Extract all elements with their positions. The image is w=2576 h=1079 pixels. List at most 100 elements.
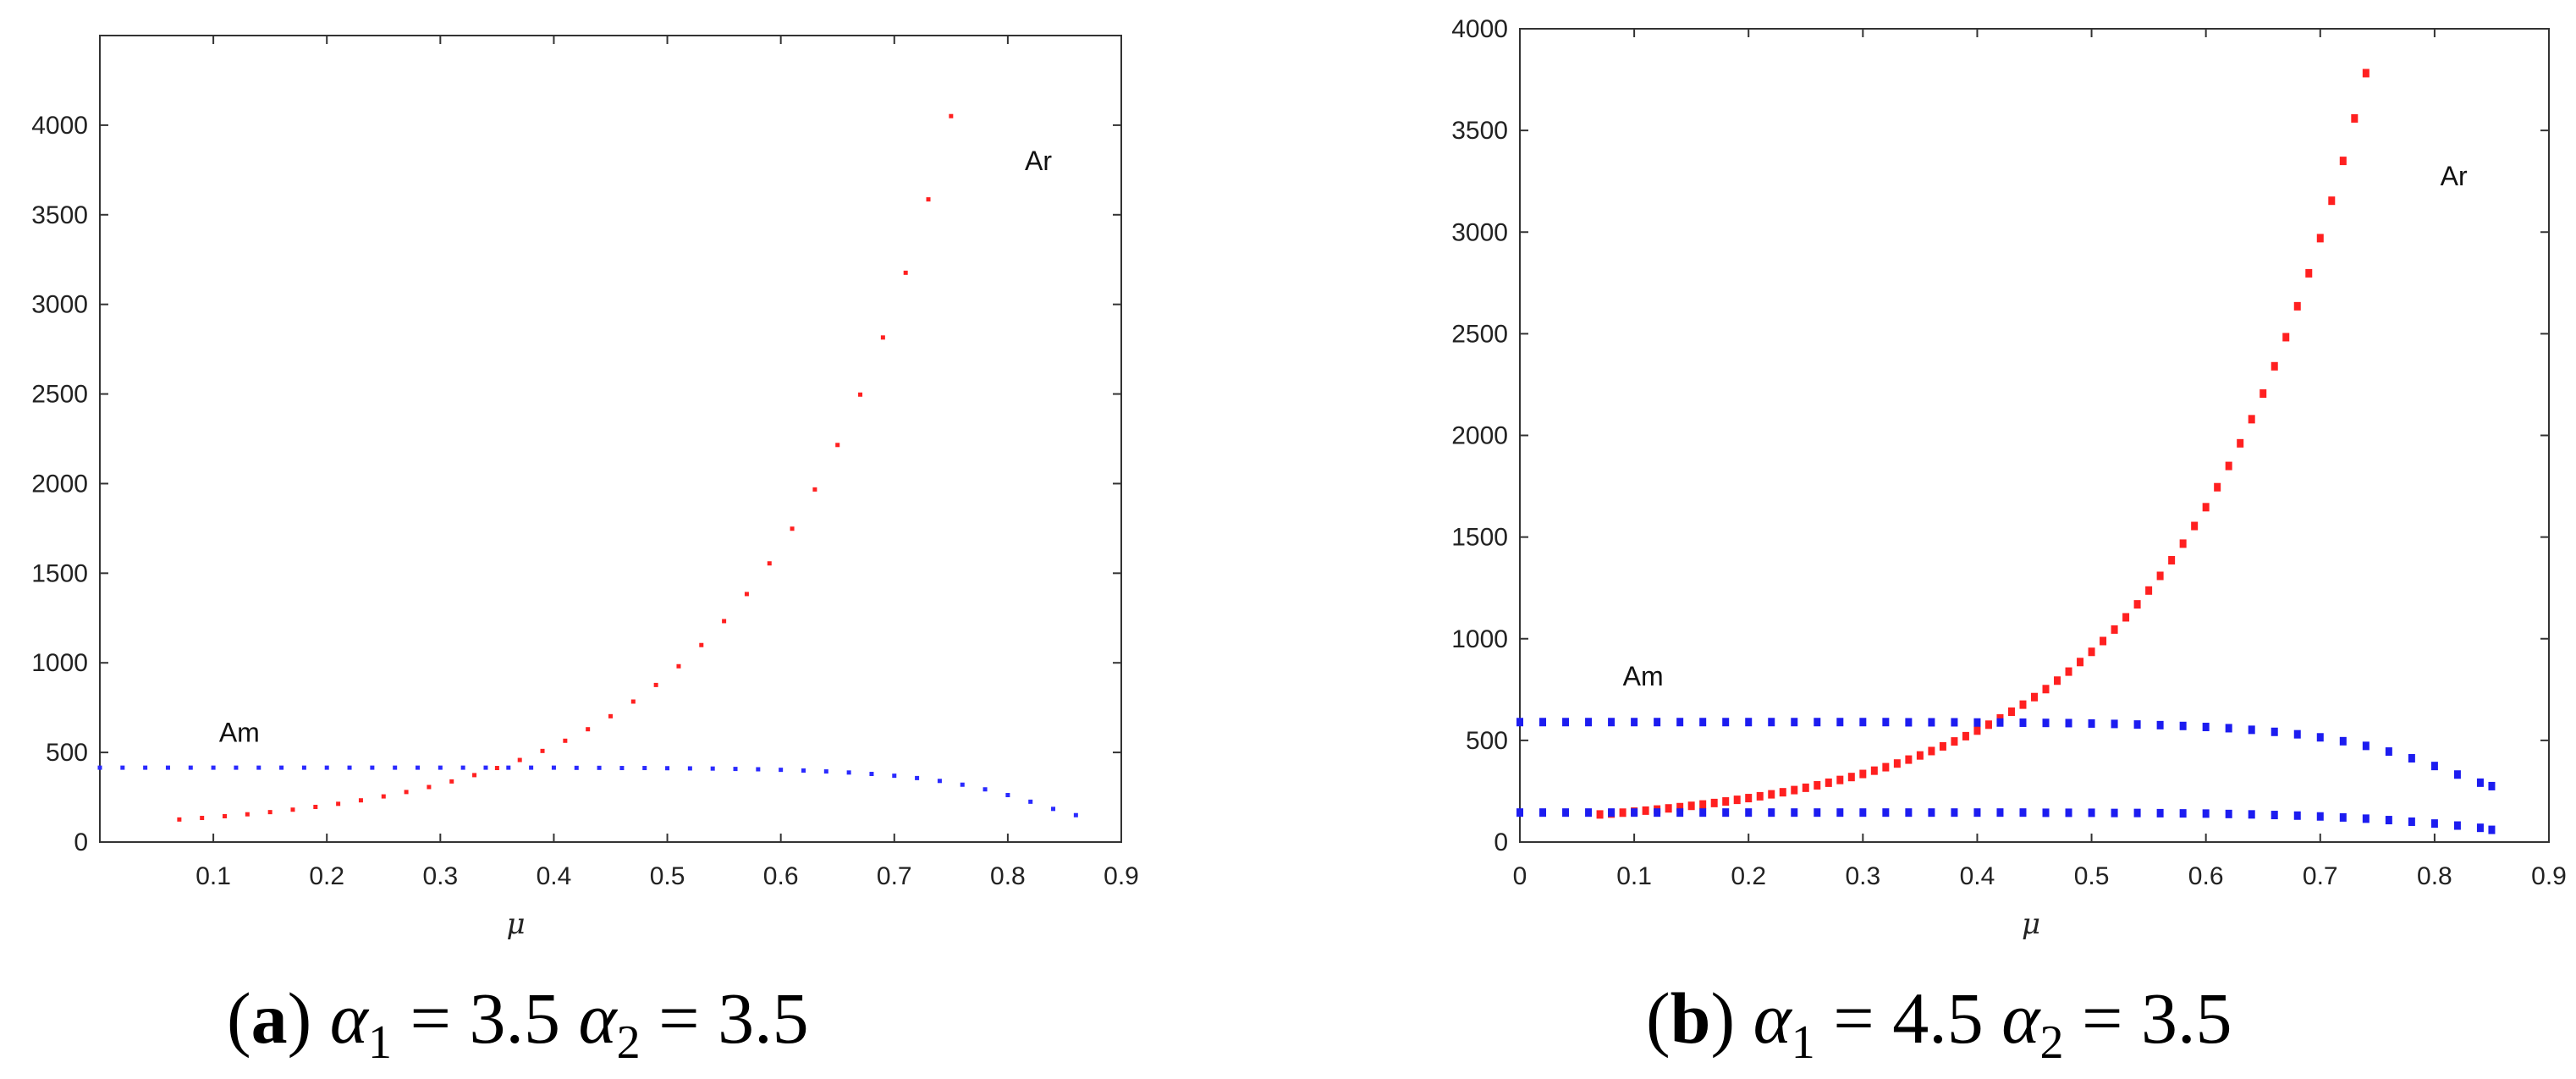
data-point	[2031, 692, 2038, 702]
data-point	[165, 765, 170, 770]
data-point	[2408, 817, 2415, 826]
x-tick-label: 0.7	[2303, 862, 2338, 890]
data-point	[279, 765, 284, 770]
data-point	[1973, 718, 1981, 727]
caption-part: = 3.5	[2063, 977, 2232, 1059]
caption-part: 1	[1792, 1016, 1815, 1069]
x-tick-label: 0.5	[2074, 862, 2110, 890]
data-point	[2339, 812, 2347, 822]
data-point	[551, 765, 556, 770]
data-point	[1859, 808, 1867, 818]
data-point	[2202, 723, 2210, 732]
data-point	[2316, 733, 2324, 742]
panel-caption: (a) α1 = 3.5 α2 = 3.5	[227, 977, 809, 1069]
data-point	[2293, 811, 2301, 820]
data-point	[1951, 808, 1958, 818]
y-tick-label: 0	[74, 829, 88, 856]
data-point	[2293, 301, 2301, 311]
series-annotation-ar: Ar	[1025, 146, 1052, 176]
data-point	[1585, 718, 1593, 727]
data-point	[2316, 812, 2324, 821]
data-point	[2339, 157, 2347, 166]
data-point	[1791, 808, 1798, 818]
data-point	[2156, 720, 2164, 729]
data-point	[619, 766, 625, 771]
data-point	[211, 765, 216, 770]
data-point	[903, 270, 908, 275]
y-tick-label: 1500	[1451, 524, 1508, 552]
data-point	[1928, 808, 1935, 818]
data-point	[2214, 482, 2221, 492]
data-point	[586, 727, 591, 732]
y-tick-label: 3500	[1451, 117, 1508, 145]
data-point	[2019, 700, 2027, 709]
data-point	[2145, 586, 2153, 595]
x-tick-label: 0.7	[877, 862, 912, 890]
data-point	[336, 801, 341, 806]
data-point	[1654, 718, 1661, 727]
y-tick-label: 3000	[31, 291, 88, 319]
x-axis-label: μ	[2022, 907, 2040, 941]
x-axis-label: μ	[506, 907, 525, 941]
data-point	[1654, 808, 1661, 818]
data-point	[1699, 800, 1707, 809]
y-tick-label: 1500	[31, 559, 88, 587]
data-point	[1814, 718, 1821, 727]
data-point	[2316, 234, 2324, 243]
data-point	[2168, 556, 2176, 565]
data-point	[1973, 726, 1981, 735]
series-annotation-am: Am	[1623, 661, 1664, 691]
x-tick-label: 0.9	[1104, 862, 1139, 890]
data-point	[1516, 808, 1523, 818]
data-point	[1893, 759, 1901, 768]
series-am-upper-	[1516, 718, 2496, 790]
data-point	[2111, 719, 2118, 729]
data-point	[1585, 808, 1593, 818]
data-point	[733, 767, 738, 772]
data-point	[393, 765, 398, 770]
data-point	[324, 765, 329, 770]
data-point	[699, 642, 704, 647]
data-point	[517, 757, 522, 762]
y-tick-label: 4000	[31, 112, 88, 140]
x-tick-label: 0.8	[2417, 862, 2452, 890]
data-point	[1051, 806, 1056, 812]
x-tick-label: 0.6	[763, 862, 799, 890]
data-point	[1905, 718, 1913, 727]
y-tick-label: 0	[1494, 829, 1508, 856]
caption-part: α	[1753, 977, 1793, 1059]
data-point	[1745, 794, 1753, 803]
y-tick-label: 3000	[1451, 218, 1508, 246]
data-point	[983, 787, 988, 792]
data-point	[665, 766, 670, 771]
panel-b-caption: (b) α1 = 4.5 α2 = 3.5	[1646, 977, 2232, 1069]
y-tick-label: 1000	[31, 649, 88, 677]
y-tick-label: 2500	[31, 381, 88, 409]
data-point	[1631, 808, 1638, 818]
x-tick-label: 0.8	[990, 862, 1026, 890]
data-point	[2179, 539, 2187, 548]
caption-part: = 3.5	[641, 977, 809, 1059]
data-point	[1539, 718, 1547, 727]
data-point	[1676, 808, 1684, 818]
data-point	[2019, 808, 2027, 818]
data-point	[960, 782, 965, 787]
caption-part: 1	[368, 1016, 392, 1069]
data-point	[200, 816, 205, 821]
data-point	[1699, 718, 1707, 727]
data-point	[1516, 718, 1523, 727]
x-tick-label: 0.2	[309, 862, 344, 890]
series-ar	[177, 113, 954, 822]
data-point	[937, 779, 942, 784]
x-tick-label: 0.1	[1616, 862, 1652, 890]
data-point	[2408, 754, 2415, 763]
data-point	[1984, 720, 1992, 729]
data-point	[2179, 721, 2187, 730]
data-point	[722, 619, 727, 624]
y-tick-label: 4000	[1451, 15, 1508, 43]
data-point	[438, 765, 443, 770]
data-point	[2237, 438, 2244, 448]
data-point	[2488, 825, 2496, 834]
data-point	[2476, 823, 2484, 833]
data-point	[608, 713, 613, 718]
